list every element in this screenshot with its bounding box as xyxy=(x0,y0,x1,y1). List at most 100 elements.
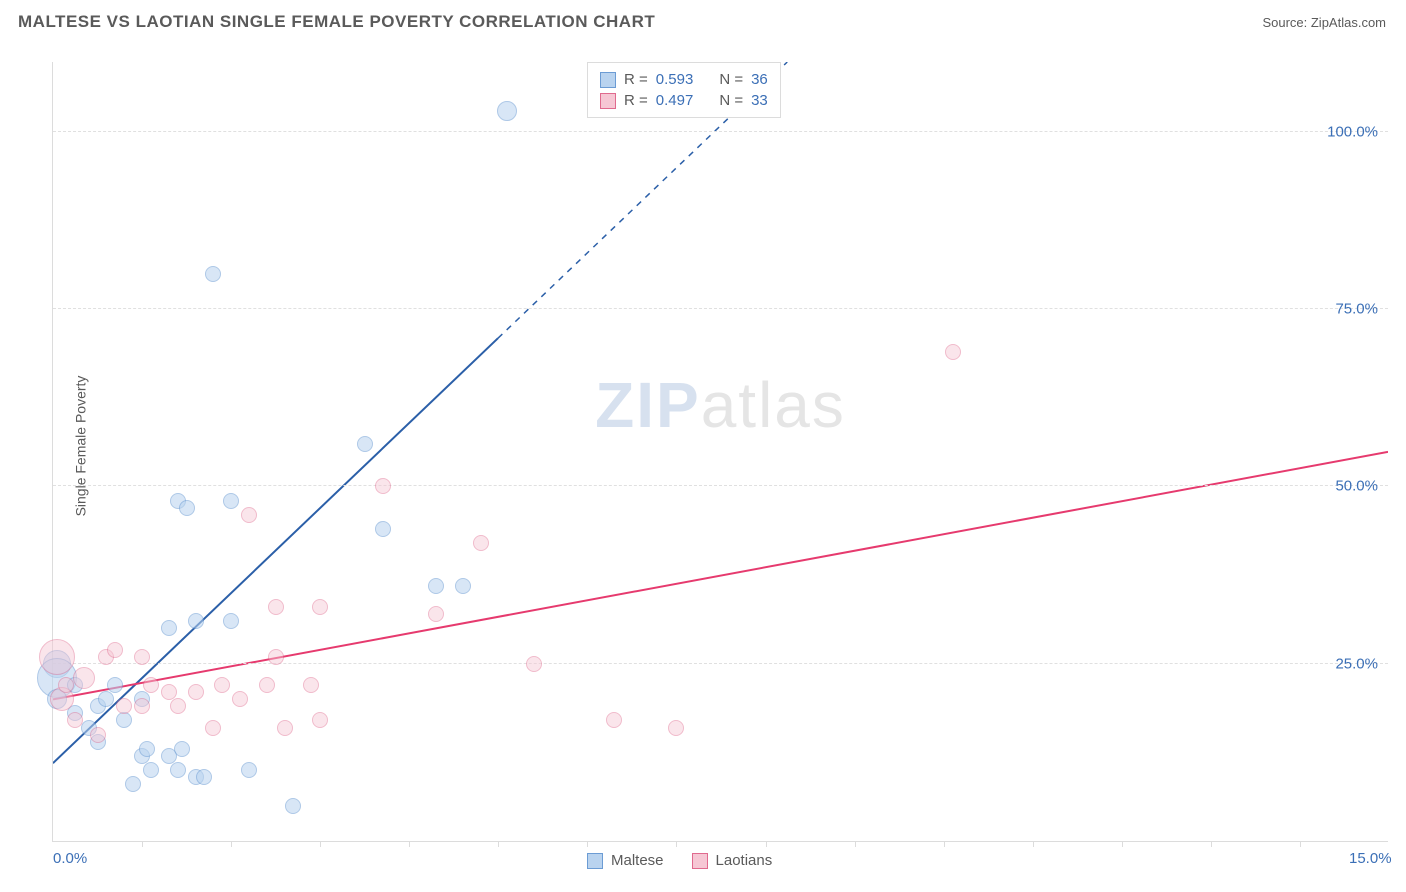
trend-lines-svg xyxy=(53,62,1388,841)
watermark: ZIPatlas xyxy=(595,368,846,442)
scatter-point xyxy=(232,691,248,707)
scatter-point xyxy=(107,642,123,658)
y-tick-label: 50.0% xyxy=(1335,478,1378,495)
x-tick-minor xyxy=(320,841,321,847)
x-tick-label: 0.0% xyxy=(53,850,87,867)
scatter-point xyxy=(188,613,204,629)
x-tick-minor xyxy=(409,841,410,847)
legend-r-value: 0.593 xyxy=(656,71,694,88)
scatter-point xyxy=(312,599,328,615)
scatter-point xyxy=(58,677,74,693)
scatter-point xyxy=(455,578,471,594)
scatter-point xyxy=(143,762,159,778)
scatter-point xyxy=(223,493,239,509)
scatter-point xyxy=(98,691,114,707)
legend-swatch xyxy=(600,93,616,109)
legend-correlation-row: R = 0.497 N = 33 xyxy=(600,90,768,111)
scatter-point xyxy=(170,762,186,778)
x-tick-minor xyxy=(231,841,232,847)
scatter-point xyxy=(241,507,257,523)
x-tick-minor xyxy=(1300,841,1301,847)
legend-swatch xyxy=(587,853,603,869)
scatter-point xyxy=(39,639,75,675)
scatter-point xyxy=(428,606,444,622)
y-tick-label: 75.0% xyxy=(1335,301,1378,318)
x-tick-minor xyxy=(498,841,499,847)
legend-n-value: 36 xyxy=(751,71,768,88)
scatter-point xyxy=(473,535,489,551)
legend-n-label: N = xyxy=(719,92,743,109)
legend-r-label: R = xyxy=(624,92,648,109)
scatter-point xyxy=(116,698,132,714)
gridline-horizontal xyxy=(53,663,1388,664)
scatter-point xyxy=(205,266,221,282)
scatter-point xyxy=(107,677,123,693)
legend-n-label: N = xyxy=(719,71,743,88)
scatter-point xyxy=(188,684,204,700)
x-tick-minor xyxy=(676,841,677,847)
legend-series-item: Laotians xyxy=(692,852,773,869)
scatter-point xyxy=(214,677,230,693)
x-tick-minor xyxy=(142,841,143,847)
source-credit: Source: ZipAtlas.com xyxy=(1262,15,1386,30)
scatter-point xyxy=(668,720,684,736)
scatter-point xyxy=(139,741,155,757)
scatter-point xyxy=(268,599,284,615)
scatter-point xyxy=(116,712,132,728)
scatter-point xyxy=(312,712,328,728)
scatter-point xyxy=(357,436,373,452)
legend-n-value: 33 xyxy=(751,92,768,109)
scatter-point xyxy=(73,667,95,689)
gridline-horizontal xyxy=(53,308,1388,309)
legend-r-value: 0.497 xyxy=(656,92,694,109)
scatter-point xyxy=(303,677,319,693)
legend-series-label: Laotians xyxy=(716,852,773,869)
watermark-part2: atlas xyxy=(701,369,846,441)
scatter-point xyxy=(375,521,391,537)
legend-r-label: R = xyxy=(624,71,648,88)
legend-correlation-row: R = 0.593 N = 36 xyxy=(600,69,768,90)
scatter-point xyxy=(125,776,141,792)
series-legend: Maltese Laotians xyxy=(587,852,772,869)
scatter-point xyxy=(143,677,159,693)
x-tick-minor xyxy=(1033,841,1034,847)
x-tick-minor xyxy=(1122,841,1123,847)
x-tick-minor xyxy=(944,841,945,847)
scatter-point xyxy=(497,101,517,121)
x-tick-minor xyxy=(766,841,767,847)
legend-series-label: Maltese xyxy=(611,852,664,869)
scatter-point xyxy=(277,720,293,736)
x-tick-minor xyxy=(587,841,588,847)
scatter-point xyxy=(375,478,391,494)
gridline-horizontal xyxy=(53,131,1388,132)
scatter-point xyxy=(428,578,444,594)
legend-swatch xyxy=(692,853,708,869)
y-tick-label: 100.0% xyxy=(1327,123,1378,140)
scatter-point xyxy=(90,727,106,743)
x-tick-minor xyxy=(1211,841,1212,847)
scatter-point xyxy=(241,762,257,778)
legend-series-item: Maltese xyxy=(587,852,664,869)
x-tick-label: 15.0% xyxy=(1349,850,1392,867)
scatter-point xyxy=(174,741,190,757)
correlation-legend: R = 0.593 N = 36 R = 0.497 N = 33 xyxy=(587,62,781,118)
scatter-point xyxy=(945,344,961,360)
scatter-point xyxy=(285,798,301,814)
scatter-point xyxy=(606,712,622,728)
scatter-point xyxy=(526,656,542,672)
chart-title: MALTESE VS LAOTIAN SINGLE FEMALE POVERTY… xyxy=(18,12,655,32)
scatter-point xyxy=(161,620,177,636)
y-tick-label: 25.0% xyxy=(1335,655,1378,672)
scatter-point xyxy=(67,712,83,728)
watermark-part1: ZIP xyxy=(595,369,701,441)
scatter-point xyxy=(134,698,150,714)
x-tick-minor xyxy=(855,841,856,847)
scatter-point xyxy=(259,677,275,693)
scatter-point xyxy=(134,649,150,665)
scatter-point xyxy=(223,613,239,629)
scatter-point xyxy=(179,500,195,516)
scatter-chart: ZIPatlas R =0.593N =36R =0.497N =33 Malt… xyxy=(52,62,1388,842)
scatter-point xyxy=(196,769,212,785)
legend-swatch xyxy=(600,72,616,88)
scatter-point xyxy=(170,698,186,714)
